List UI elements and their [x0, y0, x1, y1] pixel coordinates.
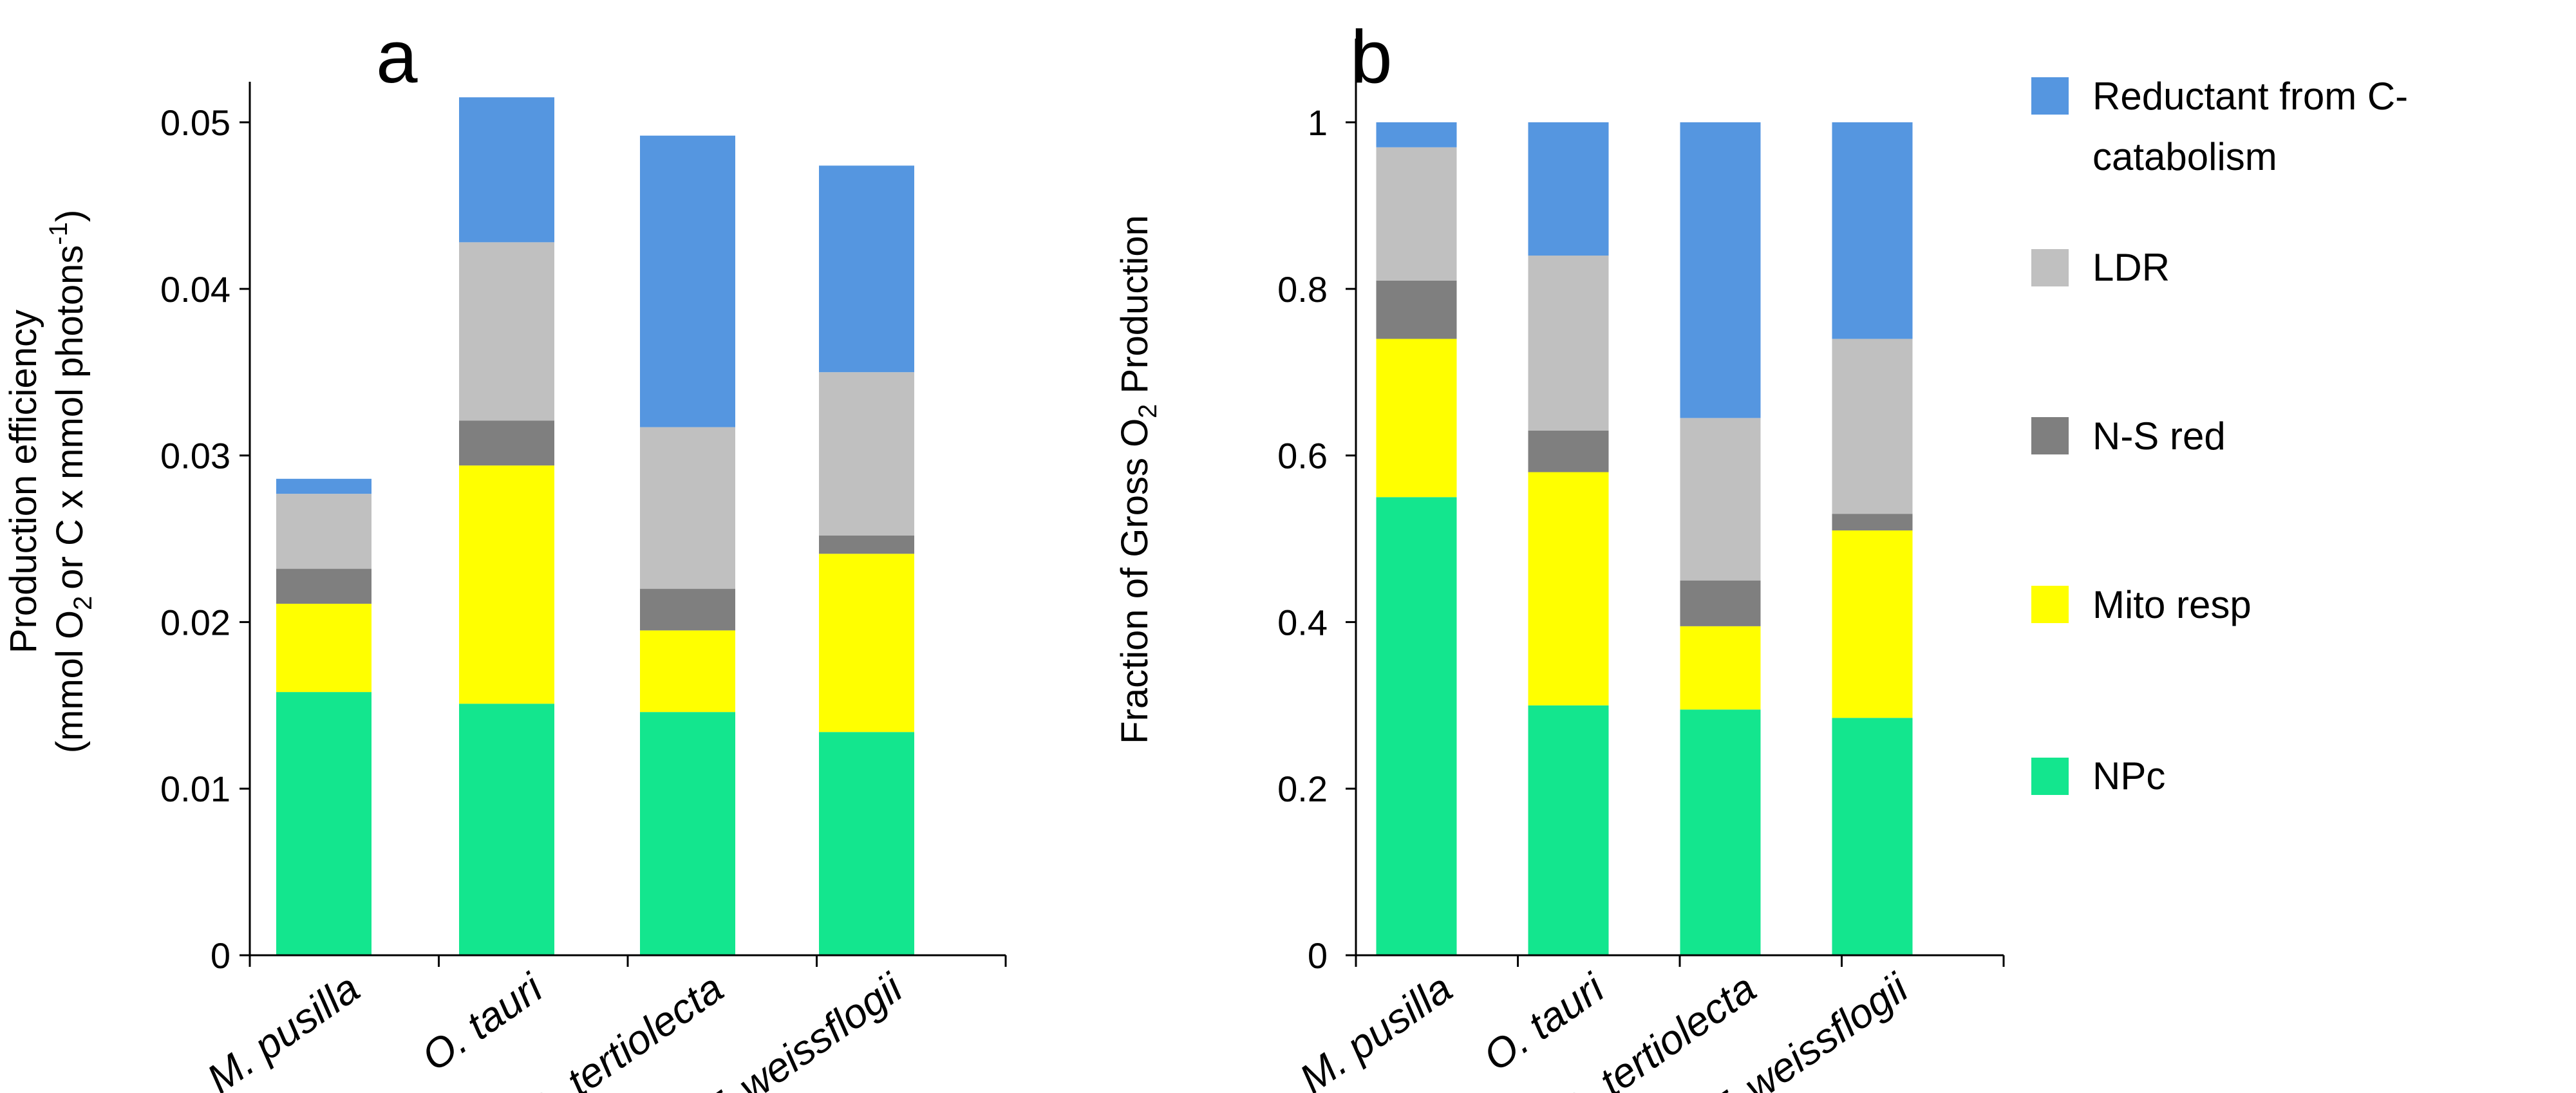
panel-a-bar-nsred-1 — [459, 420, 554, 466]
panel-a-bar-ldr-1 — [459, 242, 554, 421]
panel-b-bar-npc-2 — [1680, 709, 1761, 955]
panel-b-bar-mito-0 — [1376, 339, 1457, 498]
panel-b-ytick-label-4: 0.8 — [1277, 269, 1328, 310]
panel-a-bar-npc-2 — [640, 712, 735, 955]
panel-a-bar-npc-0 — [276, 692, 371, 955]
panel-a-bar-npc-3 — [819, 732, 914, 955]
panel-a-ytick-label-5: 0.05 — [160, 102, 230, 143]
panel-b-ytick-label-3: 0.6 — [1277, 436, 1328, 476]
panel-b-axes — [1355, 39, 2005, 967]
panel-a-category-label-3: T. weissflogii — [693, 964, 911, 1093]
legend-item-nsred: N-S red — [2031, 415, 2226, 458]
panel-a-bar-nsred-2 — [640, 588, 735, 631]
panel-a-bar-mito-1 — [459, 465, 554, 704]
panel-b-bar-mito-1 — [1528, 472, 1609, 705]
panel-a-category-label-1: O. tauri — [413, 964, 552, 1079]
panel-a-category-label-0: M. pusilla — [198, 964, 368, 1093]
panel-b-bar-ldr-3 — [1832, 339, 1913, 514]
panel-a-bar-reductant-2 — [640, 135, 735, 427]
legend-item-npc: NPc — [2031, 754, 2165, 798]
panel-b-letter: b — [1351, 15, 1393, 98]
legend-item-reductant: Reductant from C- catabolism — [2031, 75, 2408, 178]
panel-a-bar-ldr-0 — [276, 494, 371, 569]
panel-a-bar-mito-2 — [640, 630, 735, 713]
panel-b-ytick-label-0: 0 — [1308, 935, 1328, 976]
legend-item-mito: Mito resp — [2031, 583, 2252, 626]
panel-a-bar-reductant-0 — [276, 478, 371, 494]
panel-b-ytick-label-2: 0.4 — [1277, 602, 1328, 642]
panel-b-bar-ldr-1 — [1528, 256, 1609, 431]
panel-b: b Fraction of Gross O2 Production 0 0.2 0.… — [1114, 15, 2005, 1093]
panel-b-category-label-1: O. tauri — [1475, 964, 1613, 1079]
panel-a-ytick-label-2: 0.02 — [160, 602, 230, 642]
panel-b-bar-reductant-0 — [1376, 122, 1457, 147]
legend-item-ldr: LDR — [2031, 246, 2170, 289]
panel-a-bars — [276, 97, 914, 955]
panel-b-bar-reductant-3 — [1832, 122, 1913, 339]
panel-a-bar-ldr-2 — [640, 427, 735, 589]
panel-b-y-ticks: 0 0.2 0.4 0.6 0.8 1 — [1277, 102, 1356, 976]
panel-b-bar-nsred-2 — [1680, 580, 1761, 626]
panel-a-bar-reductant-3 — [819, 165, 914, 373]
panel-b-bars — [1376, 122, 1913, 955]
panel-b-bar-nsred-1 — [1528, 430, 1609, 472]
panel-b-bar-reductant-1 — [1528, 122, 1609, 256]
legend-label-reductant-line2: catabolism — [2092, 135, 2277, 178]
panel-a-ytick-label-1: 0.01 — [160, 769, 230, 809]
panel-a-y-ticks: 0 0.01 0.02 0.03 0.04 0.05 — [160, 102, 250, 976]
panel-a-y-axis-title: Production efficiency (mmol O2or C x mmo… — [3, 210, 97, 754]
legend-label-npc: NPc — [2092, 754, 2165, 798]
panel-b-bar-npc-0 — [1376, 497, 1457, 955]
panel-a-bar-mito-3 — [819, 554, 914, 733]
legend-swatch-npc — [2031, 758, 2069, 795]
panel-b-bar-nsred-3 — [1832, 514, 1913, 531]
legend-label-nsred: N-S red — [2092, 415, 2226, 458]
panel-b-bar-mito-2 — [1680, 626, 1761, 710]
panel-a-bar-ldr-3 — [819, 372, 914, 536]
panel-a-letter: a — [376, 15, 418, 98]
legend-swatch-reductant — [2031, 77, 2069, 115]
panel-a-bar-reductant-1 — [459, 97, 554, 243]
panel-a: a Production efficiency (mmol O2or C x m… — [3, 15, 1007, 1093]
legend-label-mito: Mito resp — [2092, 583, 2252, 626]
legend-swatch-nsred — [2031, 417, 2069, 454]
panel-b-bar-reductant-2 — [1680, 122, 1761, 418]
legend-swatch-mito — [2031, 586, 2069, 623]
panel-a-ytick-label-0: 0 — [211, 935, 230, 976]
panel-a-bar-nsred-3 — [819, 535, 914, 554]
panel-b-bar-mito-3 — [1832, 530, 1913, 718]
panel-b-y-axis-title: Fraction of Gross O2 Production — [1114, 215, 1162, 744]
panel-b-bar-npc-3 — [1832, 718, 1913, 955]
panel-b-bar-nsred-0 — [1376, 280, 1457, 339]
panel-a-y-axis-title-line2: (mmol O2or C x mmol photons-1) — [44, 210, 97, 754]
legend-label-reductant-line1: Reductant from C- — [2092, 75, 2408, 118]
panel-a-bar-mito-0 — [276, 603, 371, 693]
panel-a-category-label-2: D. tertiolecta — [515, 964, 731, 1093]
legend-label-ldr: LDR — [2092, 246, 2170, 289]
panel-b-bar-ldr-2 — [1680, 418, 1761, 581]
panel-b-ytick-label-1: 0.2 — [1277, 769, 1328, 809]
panel-a-bar-nsred-0 — [276, 568, 371, 604]
panel-b-category-label-0: M. pusilla — [1291, 964, 1460, 1093]
panel-a-y-axis-title-line1: Production efficiency — [3, 310, 44, 653]
panel-a-ytick-label-4: 0.04 — [160, 269, 230, 310]
legend: Reductant from C- catabolism LDR N-S red… — [2031, 75, 2408, 798]
legend-swatch-ldr — [2031, 249, 2069, 286]
panel-a-bar-npc-1 — [459, 704, 554, 955]
panel-b-ytick-label-5: 1 — [1308, 102, 1328, 143]
panel-a-axes — [249, 82, 1007, 967]
panel-b-bar-ldr-0 — [1376, 147, 1457, 281]
panel-b-bar-npc-1 — [1528, 705, 1609, 955]
panel-a-ytick-label-3: 0.03 — [160, 436, 230, 476]
